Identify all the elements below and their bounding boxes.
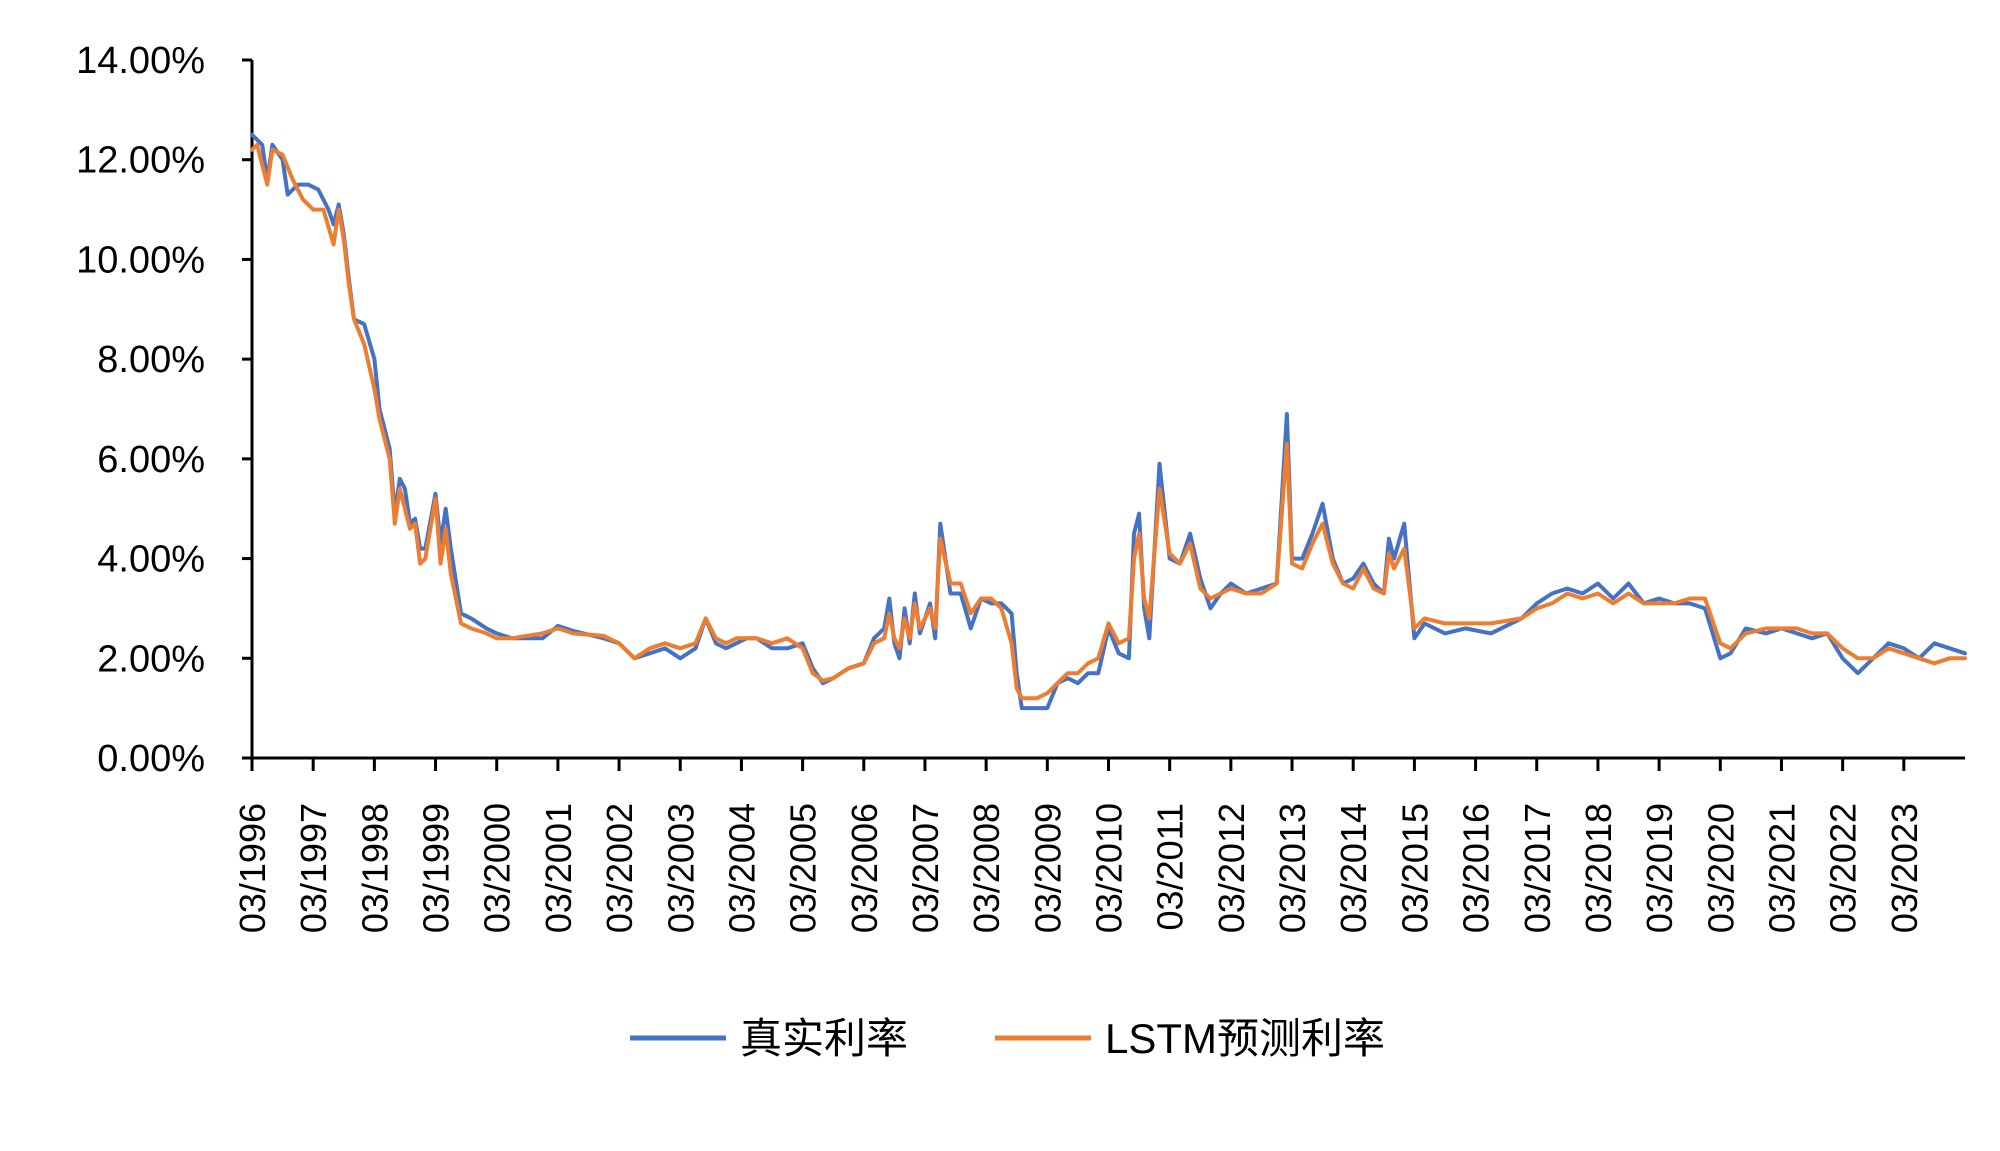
x-tick-label: 03/2000	[477, 803, 518, 933]
y-tick-label: 10.00%	[76, 239, 205, 281]
x-tick-label: 03/2020	[1700, 803, 1741, 933]
y-tick-label: 4.00%	[97, 539, 205, 581]
x-tick-label: 03/1999	[416, 803, 457, 933]
x-tick-label: 03/2010	[1089, 803, 1130, 933]
x-tick-label: 03/2003	[660, 803, 701, 933]
y-axis: 0.00% 2.00% 4.00% 6.00% 8.00% 10.00% 12.00% 14.…	[76, 40, 254, 780]
x-tick-label: 03/2015	[1394, 803, 1435, 933]
y-tick-label: 12.00%	[76, 140, 205, 182]
x-tick-label: 03/2012	[1211, 803, 1252, 933]
legend-label-lstm: LSTM预测利率	[1105, 1015, 1385, 1062]
x-tick-label: 03/2002	[599, 803, 640, 933]
x-axis: 03/1996 03/1997 03/1998 03/1999 03/2000 03/20…	[232, 756, 1965, 933]
y-tick-label: 8.00%	[97, 339, 205, 381]
x-tick-label: 03/1996	[232, 803, 273, 933]
x-tick-label: 03/2001	[538, 803, 579, 933]
x-tick-label: 03/2009	[1027, 803, 1068, 933]
x-tick-label: 03/2022	[1823, 803, 1864, 933]
x-tick-label: 03/2011	[1150, 803, 1191, 930]
x-tick-label: 03/2018	[1578, 803, 1619, 933]
series-lines	[250, 132, 1967, 711]
x-tick-label: 03/2021	[1761, 803, 1802, 933]
y-tick-label: 6.00%	[97, 439, 205, 481]
x-tick-label: 03/2007	[905, 803, 946, 933]
x-tick-label: 03/2017	[1517, 803, 1558, 933]
y-tick-label: 0.00%	[97, 738, 205, 780]
x-tick-label: 03/2016	[1456, 803, 1497, 933]
x-tick-label: 03/2023	[1884, 803, 1925, 933]
x-tick-label: 03/2014	[1333, 803, 1374, 933]
series-line-lstm	[250, 142, 1967, 701]
legend-label-actual: 真实利率	[740, 1015, 908, 1062]
x-tick-label: 03/2006	[844, 803, 885, 933]
x-tick-label: 03/2005	[783, 803, 824, 933]
x-tick-label: 03/1998	[354, 803, 395, 933]
x-tick-label: 03/2008	[966, 803, 1007, 933]
x-tick-label: 03/2013	[1272, 803, 1313, 933]
x-tick-label: 03/1997	[293, 803, 334, 933]
y-tick-label: 14.00%	[76, 40, 205, 82]
legend: 真实利率 LSTM预测利率	[630, 1015, 1385, 1062]
x-tick-label: 03/2019	[1639, 803, 1680, 933]
x-tick-label: 03/2004	[721, 803, 762, 933]
y-tick-label: 2.00%	[97, 638, 205, 680]
